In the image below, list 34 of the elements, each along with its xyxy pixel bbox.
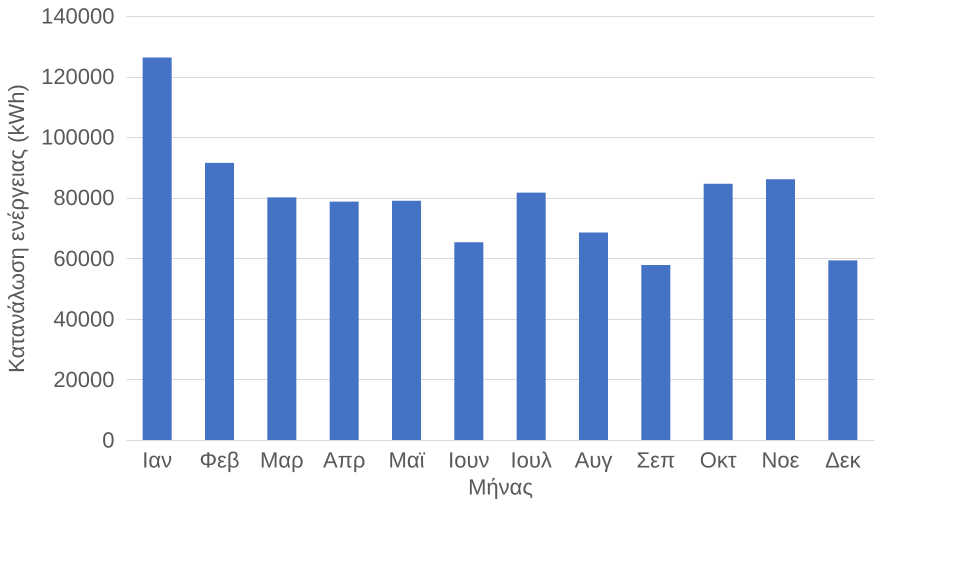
bar [704, 184, 733, 440]
x-tick-label: Οκτ [700, 448, 737, 472]
bar [454, 242, 484, 440]
y-tick-label: 20000 [53, 366, 114, 392]
bar [205, 162, 234, 440]
y-tick-label: 60000 [53, 246, 114, 271]
bar [330, 202, 359, 440]
x-tick-label: Δεκ [825, 448, 862, 472]
y-tick-label: 80000 [53, 185, 114, 210]
x-tick-label: Νοε [762, 448, 800, 472]
y-axis-title: Κατανάλωση ενέργειας (kWh) [4, 84, 30, 373]
y-tick-label: 140000 [41, 4, 114, 28]
y-tick-label: 40000 [53, 306, 114, 332]
x-axis-title: Μήνας [468, 474, 533, 500]
x-tick-label: Μαϊ [388, 448, 426, 472]
y-tick-label: 0 [102, 428, 114, 452]
x-tick-label: Ιουν [448, 448, 490, 472]
bar [267, 197, 296, 440]
y-tick-label: 100000 [41, 124, 114, 150]
bar [392, 200, 421, 440]
x-tick-label: Απρ [322, 448, 366, 472]
bar [641, 264, 670, 440]
x-tick-label: Φεβ [199, 448, 240, 472]
bar [579, 232, 608, 440]
x-tick-label: Μαρ [260, 448, 304, 472]
bar [766, 179, 795, 440]
bar [516, 192, 546, 440]
x-tick-label: Ιαν [142, 448, 172, 472]
x-tick-label: Σεπ [636, 448, 676, 472]
bar [142, 57, 172, 440]
x-tick-label: Αυγ [574, 448, 612, 472]
bar [828, 260, 858, 440]
x-tick-label: Ιουλ [510, 448, 552, 472]
y-tick-label: 120000 [41, 64, 114, 90]
